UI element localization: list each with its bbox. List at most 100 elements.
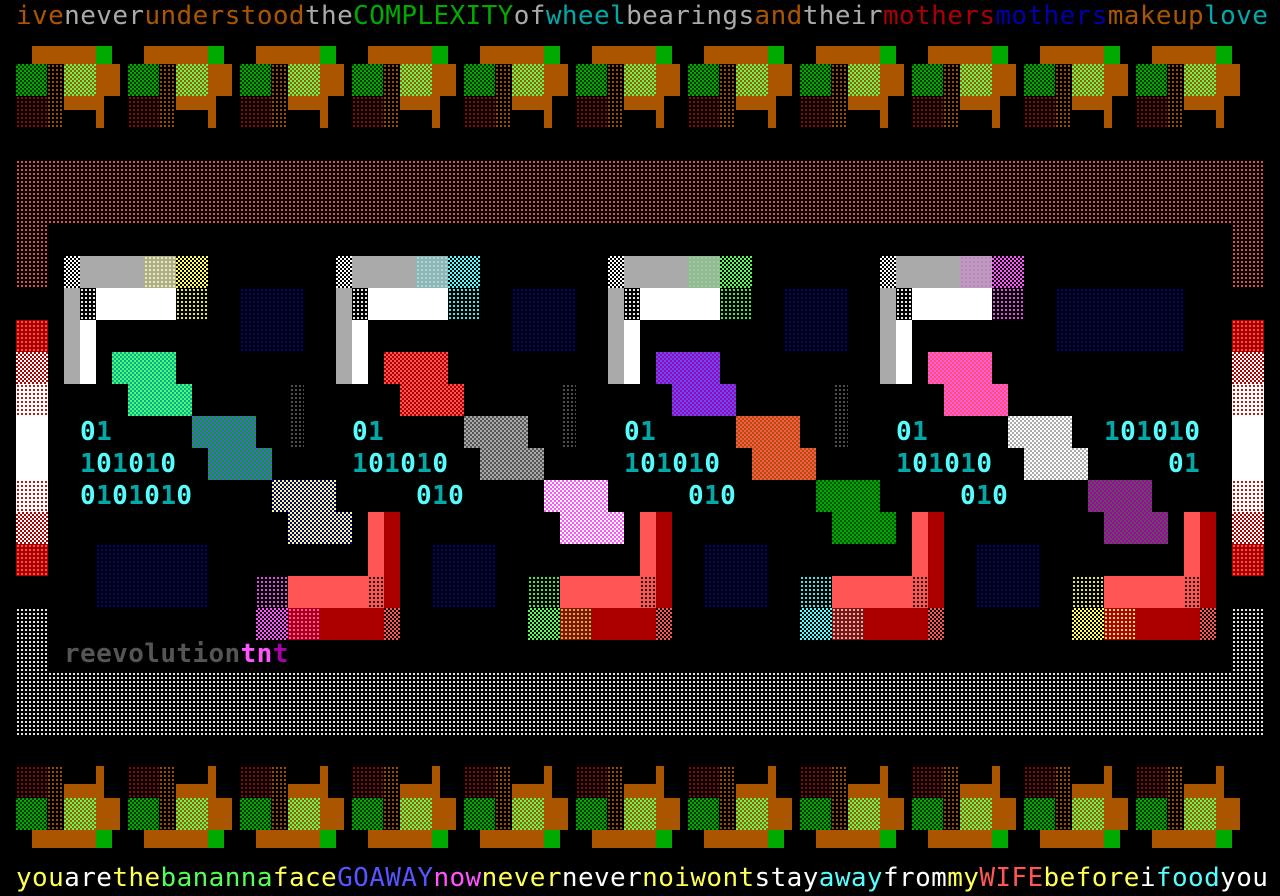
top-bearing-red-dots: [240, 96, 271, 128]
binary-text: 101010: [80, 448, 176, 480]
bottom-bearing-orange-side: [544, 798, 568, 830]
bottom-bearing-orange-side: [432, 798, 456, 830]
top-bearing-orange-block: [64, 96, 104, 110]
top-bearing-lime-checker: [960, 64, 992, 96]
bottom-bearing-orange-side: [1216, 798, 1240, 830]
left-side-bar: [16, 320, 48, 352]
step-block: [560, 512, 624, 544]
binary-digit: 1: [432, 481, 449, 511]
pipe-accent-checker: [448, 256, 480, 288]
bottom-bearing-red-dots: [240, 766, 271, 798]
red-pipe-vertical-dark: [384, 512, 400, 608]
bottom-bearing-orange-dots: [943, 766, 960, 798]
bottom-bearing-stem: [320, 766, 328, 784]
top-bearing-dark-checker: [576, 64, 607, 96]
top-bearing-lime-checker: [176, 64, 208, 96]
bottom-line-word: from: [882, 863, 948, 893]
bottom-bearing-bar: [816, 830, 880, 848]
top-bearing-orange-block: [176, 96, 216, 110]
pipe-gray-vertical: [880, 320, 896, 384]
blue-dot-panel: [704, 544, 768, 608]
signature-word: tn: [240, 639, 273, 669]
top-bearing-dark-checker: [16, 64, 47, 96]
bottom-bearing-bar: [32, 830, 96, 848]
bottom-bearing-dark-checker: [1024, 798, 1055, 830]
bottom-bearing-red-dots: [128, 766, 159, 798]
top-bearing-dark-checker: [464, 64, 495, 96]
top-bearing-orange-dots: [47, 96, 64, 128]
top-bearing-lime-checker: [624, 64, 656, 96]
pipe-accent-dots: [960, 256, 992, 288]
bottom-bearing-orange-dots: [943, 798, 960, 830]
top-line-word: wheel: [545, 1, 627, 31]
pipe-white-vertical: [896, 320, 912, 384]
top-bearing-orange-dots: [831, 96, 848, 128]
pipe-corner-checker: [880, 256, 896, 288]
pipe-accent-dots: [144, 256, 176, 288]
bottom-bearing-orange-side: [992, 798, 1016, 830]
top-bearing-orange-dots: [607, 96, 624, 128]
step-block: [128, 384, 192, 416]
top-line-word: understood: [144, 1, 305, 31]
binary-digit: 0: [976, 449, 993, 479]
bottom-line-word: away: [818, 863, 883, 893]
pipe-accent-checker: [720, 256, 752, 288]
top-bearing-orange-block: [736, 96, 776, 110]
pipe-accent-dots: [992, 288, 1024, 320]
top-line-word: love: [1204, 1, 1269, 31]
pipe-accent-dots: [688, 256, 720, 288]
binary-digit: 0: [624, 417, 641, 447]
pipe-corner-checker: [608, 256, 624, 288]
top-bearing-green-cap: [320, 46, 336, 64]
bottom-bearing-stem: [656, 766, 664, 784]
binary-digit: 0: [176, 481, 193, 511]
bottom-bearing-lime-checker: [400, 798, 432, 830]
binary-digit: 1: [704, 481, 721, 511]
step-block: [1008, 416, 1072, 448]
bottom-line-word: you: [1220, 863, 1269, 893]
red-pipe-accent-checker: [528, 608, 560, 640]
bottom-bearing-orange-dots: [383, 766, 400, 798]
top-bearing-red-dots: [352, 96, 383, 128]
bottom-line-word: food: [1155, 863, 1221, 893]
top-bearing-stem: [544, 110, 552, 128]
bottom-bearing-orange-block: [1072, 784, 1112, 798]
bottom-bearing-red-dots: [1024, 766, 1055, 798]
binary-digit: 1: [96, 417, 113, 447]
bottom-line-word: face: [272, 863, 338, 893]
pipe-gray-bar: [896, 256, 960, 288]
step-block: [400, 384, 464, 416]
binary-digit: 0: [960, 481, 977, 511]
bottom-bearing-green-cap: [656, 830, 672, 848]
pipe-gray-vertical: [64, 320, 80, 384]
pipe-corner-checker: [64, 256, 80, 288]
bottom-bearing-green-cap: [1216, 830, 1232, 848]
top-bearing-orange-dots: [159, 96, 176, 128]
left-side-bar: [16, 416, 48, 480]
blue-dot-panel: [1056, 288, 1184, 352]
frame-top-right-leg: [1232, 224, 1264, 288]
binary-digit: 1: [384, 449, 401, 479]
left-side-bar: [16, 480, 48, 512]
step-block: [272, 480, 336, 512]
top-bearing-bar: [1040, 46, 1104, 64]
bottom-bearing-red-dots: [576, 766, 607, 798]
top-line-word: the: [305, 1, 354, 31]
left-side-bar: [16, 384, 48, 416]
binary-digit: 1: [624, 449, 641, 479]
red-pipe-vertical-light: [1184, 512, 1200, 576]
top-bearing-orange-dots: [47, 64, 64, 96]
bottom-bearing-orange-dots: [47, 766, 64, 798]
top-bearing-dark-checker: [912, 64, 943, 96]
top-bearing-dark-checker: [688, 64, 719, 96]
blue-dot-panel: [976, 544, 1040, 608]
left-side-bar: [16, 544, 48, 576]
top-bearing-green-cap: [544, 46, 560, 64]
right-side-bar: [1232, 416, 1264, 480]
binary-text: 01: [80, 416, 112, 448]
binary-digit: 0: [672, 449, 689, 479]
top-bearing-orange-dots: [271, 96, 288, 128]
step-block: [384, 352, 448, 384]
bottom-bearing-orange-dots: [271, 798, 288, 830]
top-bearing-bar: [32, 46, 96, 64]
